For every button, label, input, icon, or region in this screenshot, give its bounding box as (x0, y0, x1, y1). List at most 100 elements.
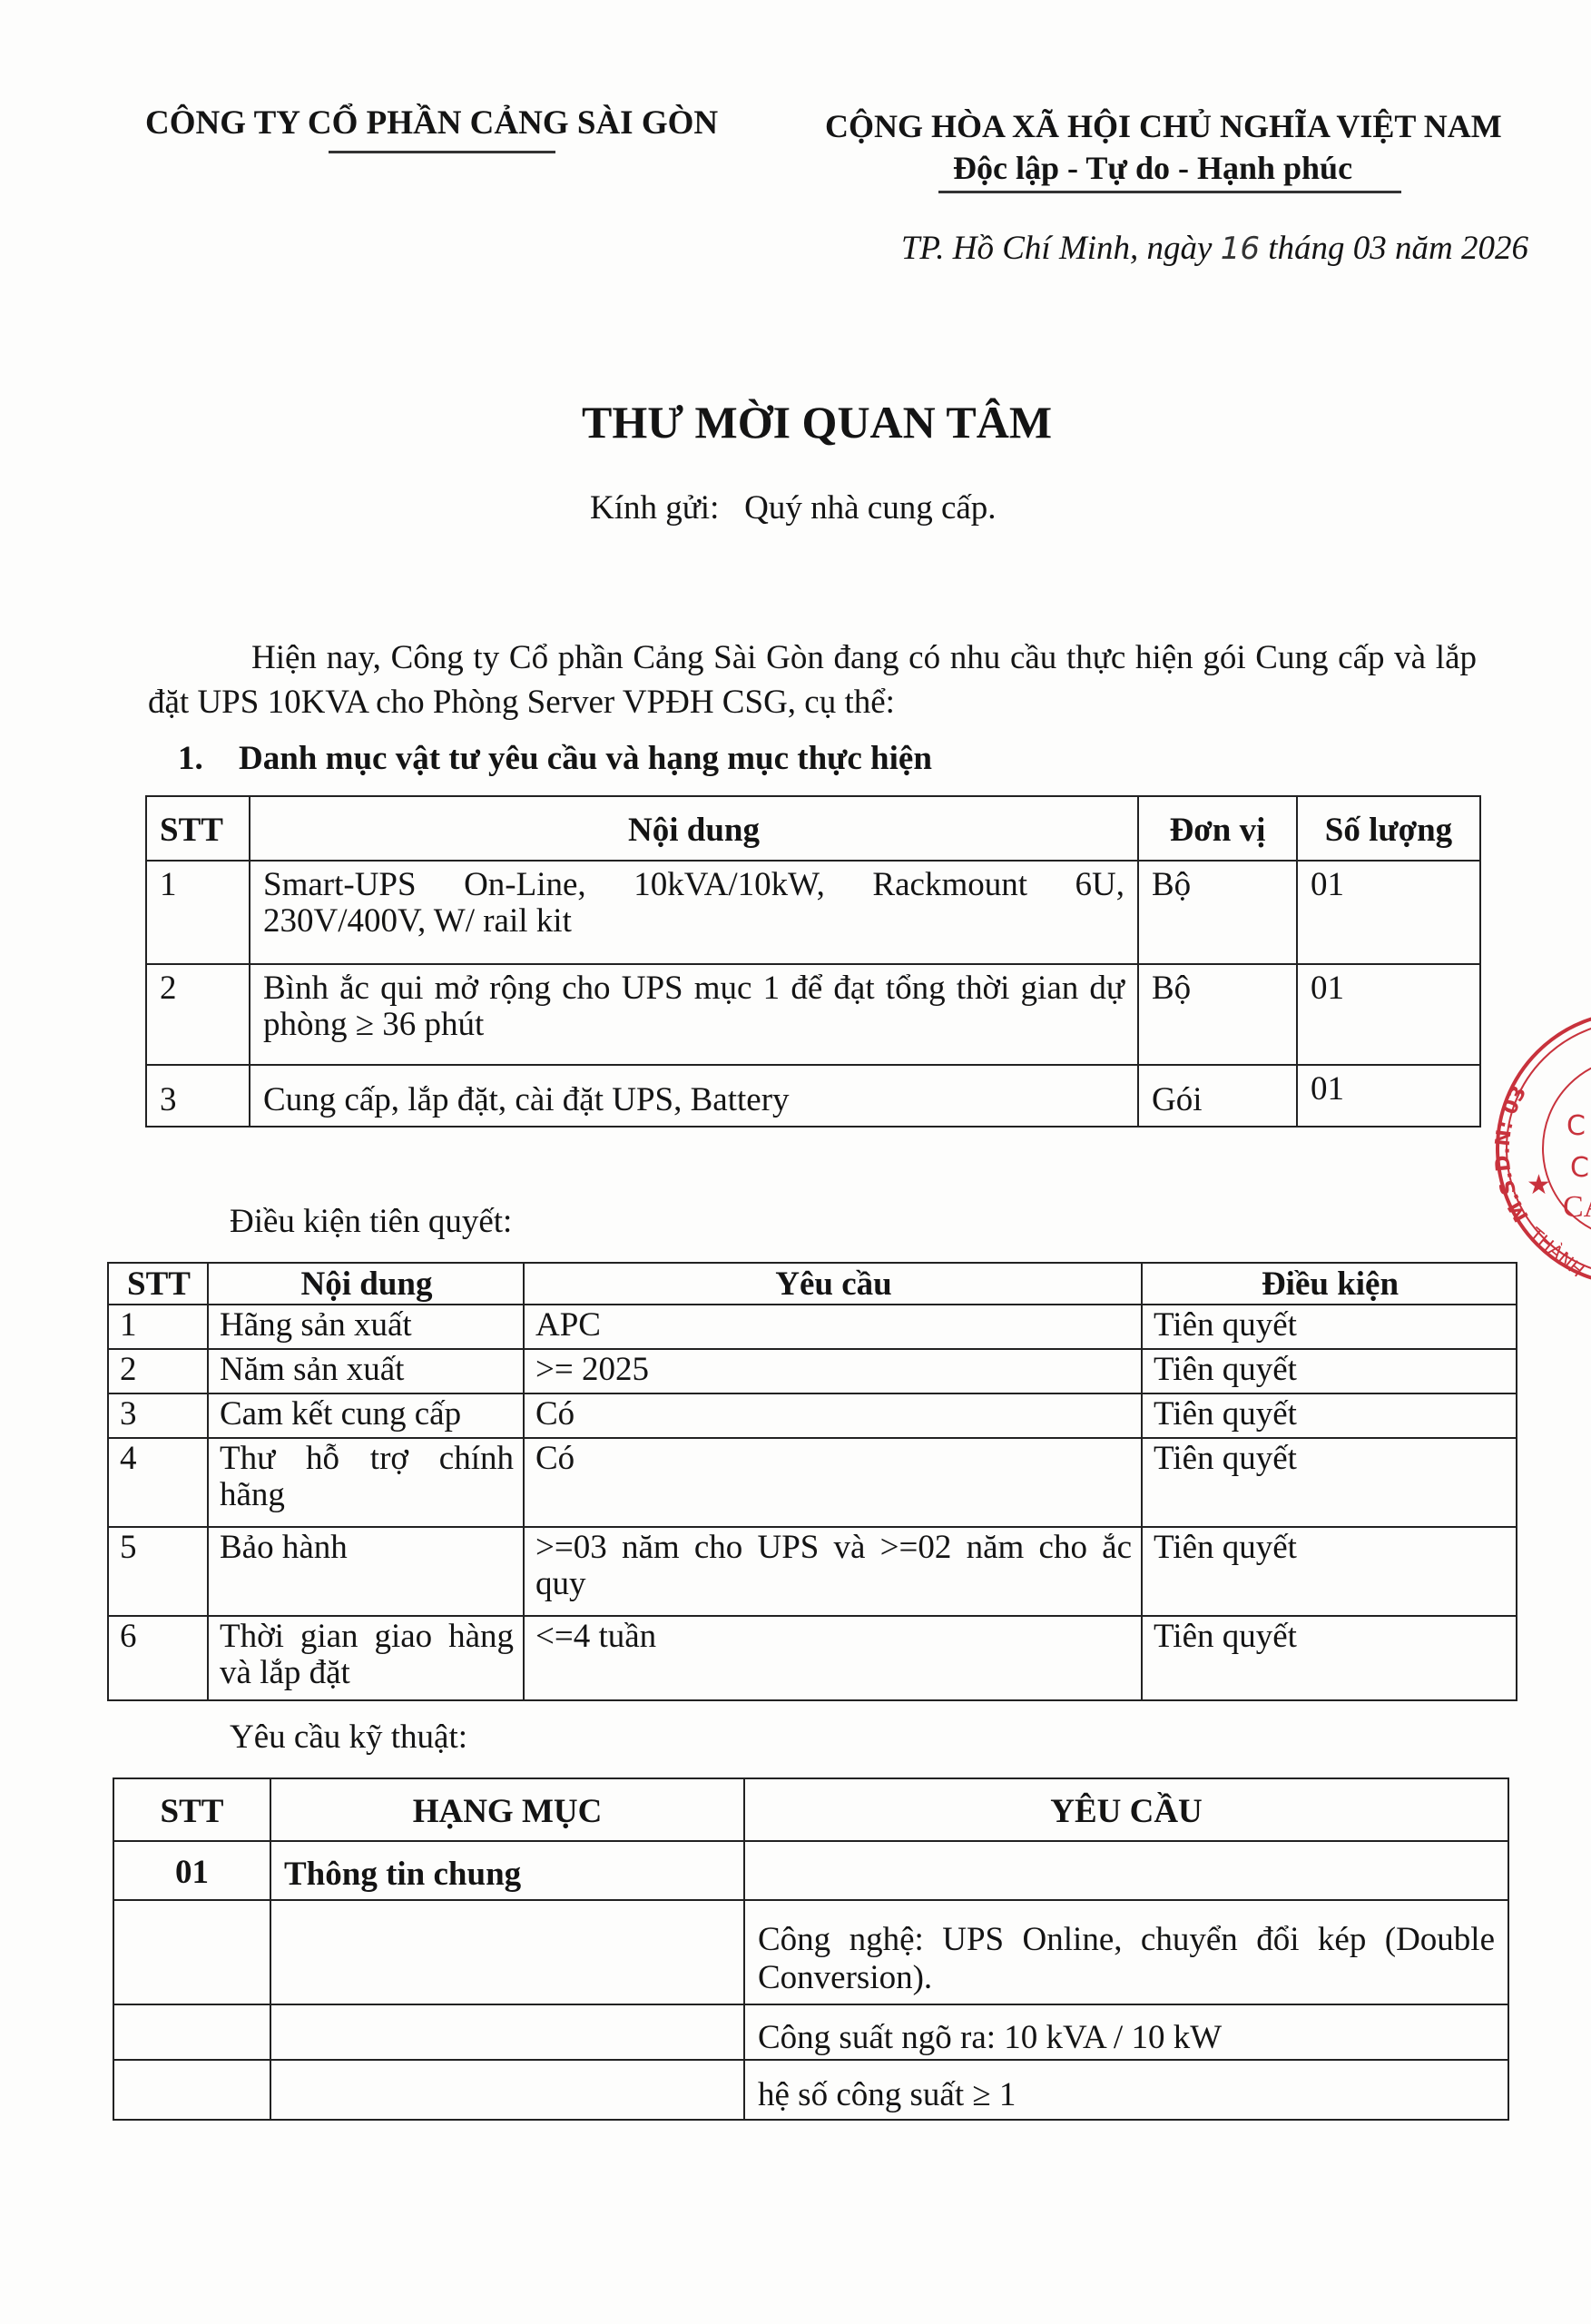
col-header: Nội dung (249, 795, 1139, 862)
date-prefix: TP. Hồ Chí Minh, ngày (900, 230, 1213, 267)
cell (270, 1899, 745, 2005)
cell (113, 2059, 271, 2121)
cell (113, 1899, 271, 2005)
date-line: TP. Hồ Chí Minh, ngày 16 tháng 03 năm 20… (901, 229, 1528, 268)
col-header: Đơn vị (1137, 795, 1298, 862)
cell: Bộ (1137, 963, 1298, 1066)
cell: 2 (145, 963, 250, 1066)
cell: Công nghệ: UPS Online, chuyển đổi kép (D… (743, 1899, 1509, 2005)
cell (270, 2004, 745, 2061)
table-row: 2 Năm sản xuất >= 2025 Tiên quyết (107, 1348, 1517, 1394)
cell: APC (523, 1304, 1143, 1350)
prereq-label: Điều kiện tiên quyết: (230, 1203, 513, 1240)
cell: Thư hỗ trợ chính hãng (207, 1437, 525, 1528)
cell: Tiên quyết (1141, 1348, 1517, 1394)
table-header-row: STT Nội dung Yêu cầu Điều kiện (107, 1262, 1517, 1305)
cell: <=4 tuần (523, 1615, 1143, 1701)
salutation-recipient: Quý nhà cung cấp. (744, 489, 997, 527)
cell: 01 (1296, 963, 1481, 1066)
table-row: Công nghệ: UPS Online, chuyển đổi kép (D… (113, 1899, 1509, 2005)
table-header-row: STT Nội dung Đơn vị Số lượng (145, 795, 1481, 862)
cell: Smart-UPS On-Line, 10kVA/10kW, Rackmount… (249, 860, 1139, 965)
svg-text:M.S.D.N: 03: M.S.D.N: 03 (1491, 1082, 1533, 1225)
cell: Tiên quyết (1141, 1437, 1517, 1528)
cell: Cam kết cung cấp (207, 1393, 525, 1439)
cell: 01 (113, 1840, 271, 1901)
cell: Cung cấp, lắp đặt, cài đặt UPS, Battery (249, 1064, 1139, 1128)
col-header: Số lượng (1296, 795, 1481, 862)
cell: >=03 năm cho UPS và >=02 năm cho ắc quy (523, 1526, 1143, 1617)
cell (270, 2059, 745, 2121)
cell (113, 2004, 271, 2061)
cell: Tiên quyết (1141, 1393, 1517, 1439)
cell: 6 (107, 1615, 209, 1701)
table-row: 1 Hãng sản xuất APC Tiên quyết (107, 1304, 1517, 1350)
cell: 1 (107, 1304, 209, 1350)
table-row: 6 Thời gian giao hàng và lắp đặt <=4 tuần T… (107, 1615, 1517, 1701)
cell: >= 2025 (523, 1348, 1143, 1394)
section-number: 1. (178, 740, 203, 777)
cell: hệ số công suất ≥ 1 (743, 2059, 1509, 2121)
cell: Có (523, 1437, 1143, 1528)
cell: Bảo hành (207, 1526, 525, 1617)
svg-text:★: ★ (1527, 1169, 1551, 1201)
table-row: 3 Cam kết cung cấp Có Tiên quyết (107, 1393, 1517, 1439)
svg-text:CẢ: CẢ (1563, 1190, 1591, 1224)
cell (743, 1840, 1509, 1901)
col-header: Nội dung (207, 1262, 525, 1305)
section-1-heading: 1. Danh mục vật tư yêu cầu và hạng mục t… (178, 739, 932, 778)
cell: 1 (145, 860, 250, 965)
cell: 01 (1296, 860, 1481, 965)
cell: 3 (107, 1393, 209, 1439)
cell: Thời gian giao hàng và lắp đặt (207, 1615, 525, 1701)
col-header: STT (107, 1262, 209, 1305)
table-row: 3 Cung cấp, lắp đặt, cài đặt UPS, Batter… (145, 1064, 1481, 1128)
cell: Hãng sản xuất (207, 1304, 525, 1350)
svg-text:THÀNH: THÀNH (1525, 1223, 1589, 1282)
cell: Công suất ngõ ra: 10 kVA / 10 kW (743, 2004, 1509, 2061)
cell: 5 (107, 1526, 209, 1617)
salutation: Kính gửi: Quý nhà cung cấp. (590, 488, 997, 527)
cell: Thông tin chung (270, 1840, 745, 1901)
nation-name: CỘNG HÒA XÃ HỘI CHỦ NGHĨA VIỆT NAM (825, 108, 1502, 144)
tech-label: Yêu cầu kỹ thuật: (230, 1718, 467, 1756)
technical-table: STT HẠNG MỤC YÊU CẦU 01 Thông tin chung … (113, 1777, 1509, 2121)
date-day-handwritten: 16 (1220, 231, 1260, 267)
intro-paragraph: Hiện nay, Công ty Cổ phần Cảng Sài Gòn đ… (148, 639, 1477, 721)
col-header: STT (145, 795, 250, 862)
company-name: CÔNG TY CỔ PHẦN CẢNG SÀI GÒN (145, 104, 719, 142)
cell: 3 (145, 1064, 250, 1128)
cell: Bình ắc qui mở rộng cho UPS mục 1 để đạt… (249, 963, 1139, 1066)
cell: 4 (107, 1437, 209, 1528)
materials-table: STT Nội dung Đơn vị Số lượng 1 Smart-UPS… (145, 795, 1481, 1128)
motto-underline (938, 191, 1401, 193)
table-row: 1 Smart-UPS On-Line, 10kVA/10kW, Rackmou… (145, 860, 1481, 965)
cell: 2 (107, 1348, 209, 1394)
cell: Tiên quyết (1141, 1526, 1517, 1617)
section-title: Danh mục vật tư yêu cầu và hạng mục thực… (239, 740, 932, 777)
cell: Gói (1137, 1064, 1298, 1128)
cell: Tiên quyết (1141, 1304, 1517, 1350)
document-title: THƯ MỜI QUAN TÂM (581, 397, 1053, 448)
table-row: 2 Bình ắc qui mở rộng cho UPS mục 1 để đ… (145, 963, 1481, 1066)
date-suffix: tháng 03 năm 2026 (1268, 230, 1528, 267)
table-row: hệ số công suất ≥ 1 (113, 2059, 1509, 2121)
cell: 01 (1296, 1064, 1481, 1128)
motto: Độc lập - Tự do - Hạnh phúc (953, 150, 1353, 186)
cell: Tiên quyết (1141, 1615, 1517, 1701)
table-row: 5 Bảo hành >=03 năm cho UPS và >=02 năm ch… (107, 1526, 1517, 1617)
col-header: Điều kiện (1141, 1262, 1517, 1305)
cell: Năm sản xuất (207, 1348, 525, 1394)
salutation-label: Kính gửi: (590, 489, 720, 527)
svg-text:C: C (1566, 1110, 1586, 1142)
company-stamp: M.S.D.N: 03 ★ C C CẢ THÀNH (1491, 1017, 1591, 1282)
col-header: STT (113, 1777, 271, 1842)
table-row: 01 Thông tin chung (113, 1840, 1509, 1901)
col-header: YÊU CẦU (743, 1777, 1509, 1842)
company-underline (329, 151, 555, 153)
prerequisites-table: STT Nội dung Yêu cầu Điều kiện 1 Hãng sản… (107, 1262, 1517, 1701)
cell: Có (523, 1393, 1143, 1439)
cell: Bộ (1137, 860, 1298, 965)
table-header-row: STT HẠNG MỤC YÊU CẦU (113, 1777, 1509, 1842)
col-header: HẠNG MỤC (270, 1777, 745, 1842)
